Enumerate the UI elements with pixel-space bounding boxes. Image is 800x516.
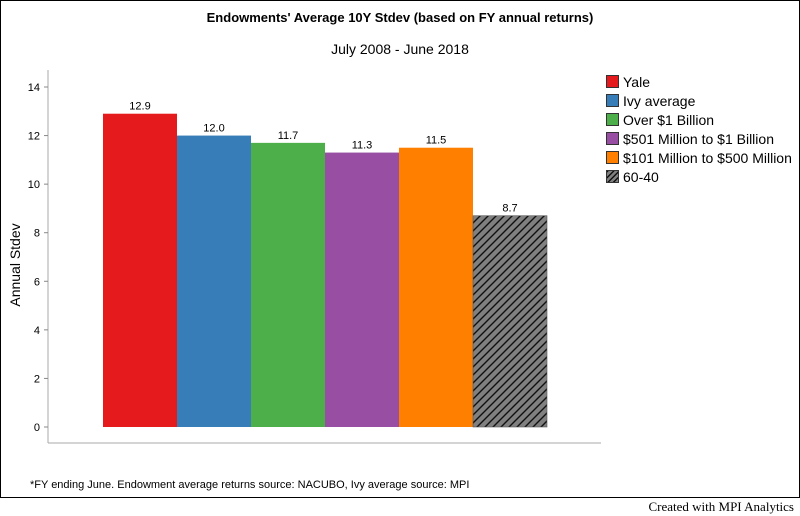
legend-item: $101 Million to $500 Million	[606, 148, 792, 167]
legend-label: $101 Million to $500 Million	[623, 149, 792, 166]
chart-title: Endowments' Average 10Y Stdev (based on …	[206, 10, 594, 25]
legend-item: $501 Million to $1 Billion	[606, 129, 792, 148]
bar-value-label: 12.0	[203, 123, 224, 135]
chart-subtitle: July 2008 - June 2018	[331, 41, 469, 57]
bar-4	[399, 147, 473, 427]
bar-value-label: 11.7	[278, 130, 299, 142]
bar-value-label: 11.5	[426, 135, 447, 147]
credit-text: Created with MPI Analytics	[648, 499, 794, 514]
legend-swatch	[606, 151, 619, 164]
legend-label: $501 Million to $1 Billion	[623, 130, 774, 147]
y-tick-label: 4	[34, 325, 40, 337]
y-tick-label: 6	[34, 276, 40, 288]
y-tick-label: 10	[28, 179, 40, 191]
y-tick-label: 14	[28, 82, 40, 94]
legend-item: Ivy average	[606, 91, 792, 110]
bar-value-label: 12.9	[129, 101, 150, 113]
legend-swatch	[606, 113, 619, 126]
bar-0	[103, 113, 177, 427]
axes: 0 2 4 6 8 10 12 14	[28, 70, 601, 444]
legend: Yale Ivy average Over $1 Billion $501 Milli…	[606, 72, 792, 186]
legend-item: Yale	[606, 72, 792, 91]
bars: 12.9 12.0 11.7 11.3 11.5 8.7	[103, 101, 548, 428]
bar-3	[325, 152, 399, 428]
legend-swatch	[606, 170, 619, 183]
footnote: *FY ending June. Endowment average retur…	[30, 479, 470, 491]
y-tick-label: 0	[34, 422, 40, 434]
y-tick-label: 2	[34, 373, 40, 385]
y-tick-label: 12	[28, 131, 40, 143]
bar-5	[472, 215, 548, 428]
legend-item: 60-40	[606, 167, 792, 186]
bar-2	[251, 142, 325, 427]
legend-swatch	[606, 75, 619, 88]
bar-value-label: 11.3	[352, 140, 373, 152]
legend-label: Yale	[623, 73, 650, 90]
legend-swatch	[606, 132, 619, 145]
y-tick-label: 8	[34, 228, 40, 240]
legend-label: 60-40	[623, 168, 659, 185]
legend-label: Over $1 Billion	[623, 111, 715, 128]
legend-label: Ivy average	[623, 92, 696, 109]
legend-item: Over $1 Billion	[606, 110, 792, 129]
bar-value-label: 8.7	[502, 203, 517, 215]
bar-1	[177, 135, 251, 428]
legend-swatch	[606, 94, 619, 107]
